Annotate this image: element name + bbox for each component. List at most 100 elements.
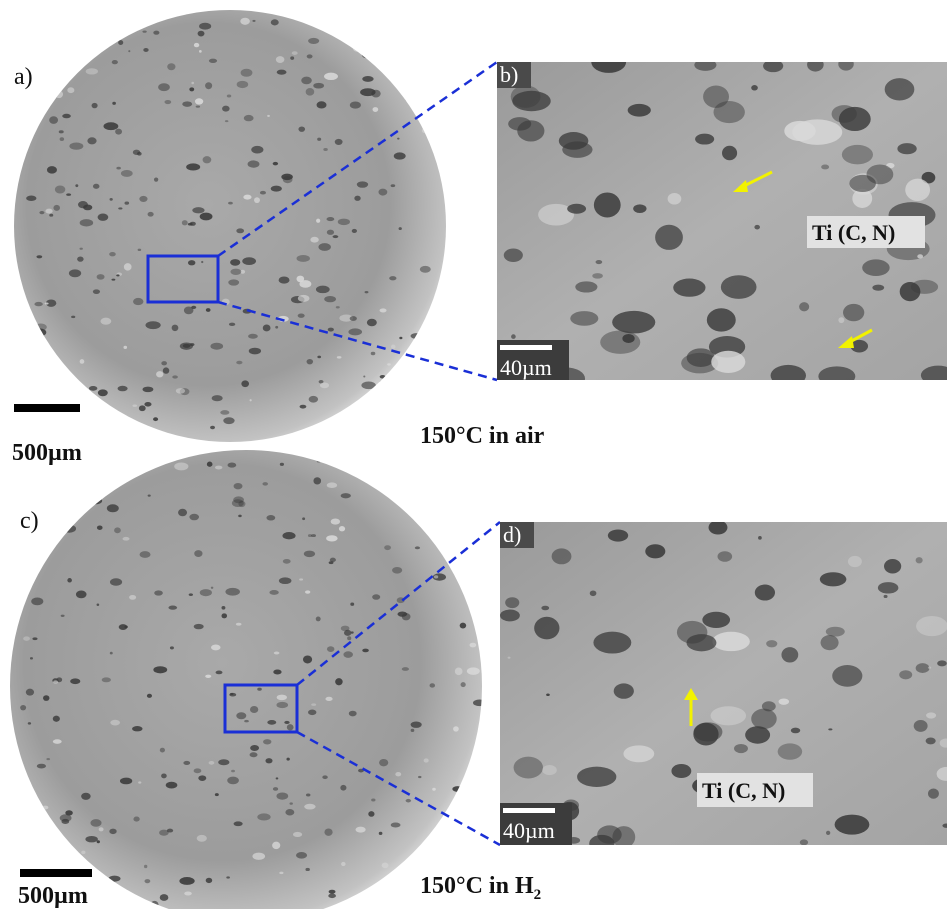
dimple [101,318,112,325]
dimple [711,351,745,373]
dimple [384,545,391,550]
dimple [382,863,389,869]
dimple [40,58,50,66]
dimple [168,605,177,609]
dimple [821,635,839,650]
dimple [418,776,421,778]
dimple [211,587,214,589]
dimple [120,778,132,785]
panel-a: a) 500µm [12,10,446,466]
dimple [350,316,357,321]
dimple [371,352,376,355]
dimple [337,356,342,358]
dimple [55,90,63,98]
dimple [260,191,266,195]
dimple [317,138,321,141]
dimple [228,279,239,285]
dimple [514,757,543,779]
dimple [299,578,303,580]
dimple [237,81,248,88]
dimple [35,489,40,493]
dimple [77,257,83,262]
dimple [194,624,204,629]
dimple [192,207,204,213]
dimple [66,193,71,196]
dimple [191,306,196,309]
dimple [103,122,118,130]
dimple [298,126,305,131]
dimple [37,764,46,769]
dimple [872,285,884,291]
dimple [799,302,809,311]
dimple [153,31,159,35]
dimple [34,44,39,47]
dimple [98,389,108,396]
dimple [709,520,728,534]
dimple [205,82,212,89]
dimple [590,590,597,596]
dimple [129,595,136,600]
dimple [61,475,68,482]
dimple [38,71,52,79]
dimple [248,334,258,339]
dimple [373,107,379,112]
dimple [80,219,94,226]
dimple [49,214,53,217]
dimple [215,793,219,796]
dimple [26,196,36,201]
dimple [694,722,723,741]
dimple [838,57,853,70]
dimple [365,291,369,293]
dimple [145,879,151,883]
dimple [303,655,312,663]
dimple [308,710,316,716]
dimple [301,77,312,85]
dimple [905,179,930,201]
dimple [399,337,402,339]
dimple [82,476,91,481]
dimple [53,716,60,722]
dimple [221,606,225,610]
dimple [771,365,806,386]
dimple [275,326,278,329]
dimple [252,853,265,860]
dimple [229,323,235,326]
dimple [252,20,255,22]
dimple [884,595,888,598]
dimple [591,51,626,73]
dimple [410,890,414,892]
dimple [327,230,334,235]
caption-subscript: 2 [534,887,542,903]
dimple [153,666,167,673]
dimple [928,788,939,798]
dimple [452,899,458,903]
dimple [273,787,278,791]
dimple [189,514,199,520]
dimple [58,842,68,849]
dimple [59,130,64,133]
dimple [411,333,422,339]
dimple [317,459,321,462]
dimple [380,308,387,312]
dimple [167,829,173,833]
panel-label: a) [14,64,33,90]
dimple [123,346,127,349]
dimple [167,63,175,70]
dimple [109,252,116,256]
dimple [108,876,120,882]
dimple [132,404,137,406]
dimple [316,286,330,294]
dimple [227,777,239,785]
dimple [826,627,845,637]
dimple [166,782,178,789]
dimple [313,83,324,89]
dimple [926,737,936,744]
dimple [121,170,133,177]
dimple [17,843,26,849]
dimple [257,813,270,820]
dimple [828,728,832,730]
dimple [49,840,52,843]
dimple [243,195,251,200]
dimple [320,382,329,388]
dimple [276,702,288,708]
